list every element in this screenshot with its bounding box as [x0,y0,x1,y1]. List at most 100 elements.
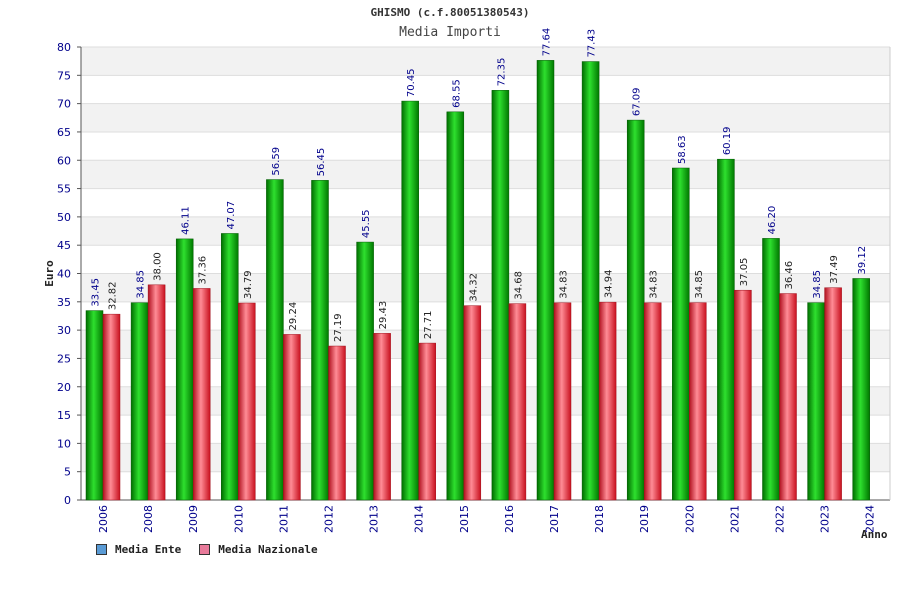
bar [717,158,735,501]
bar [672,167,690,501]
bar [238,302,256,501]
bar [401,100,419,501]
bar-value-label: 34.32 [468,273,479,302]
background-band [81,245,890,274]
y-tick-label: 80 [57,41,71,54]
x-tick-label: 2006 [97,505,110,533]
bar [85,310,104,501]
y-tick-label: 75 [57,69,71,82]
bar [102,313,121,501]
legend-swatch-media-nazionale [199,544,211,555]
bar [463,305,482,501]
bar [192,288,211,501]
bar-value-label: 77.64 [542,28,553,57]
y-axis-label: Euro [43,260,56,287]
y-tick-label: 15 [57,409,71,422]
y-tick-label: 40 [57,268,71,281]
bar [852,278,870,501]
bar [779,293,797,501]
background-band [81,216,890,246]
bar [130,302,149,501]
x-tick-label: 2023 [819,505,832,533]
bar [491,90,510,501]
x-tick-label: 2010 [232,505,245,533]
y-tick-label: 0 [64,494,71,507]
bar [356,241,374,501]
background-band [81,47,890,76]
bar-value-label: 27.19 [333,313,344,342]
bar [311,180,329,501]
background-band [81,330,890,359]
bar-value-label: 34.85 [812,270,823,299]
bar-value-label: 77.43 [587,29,598,58]
background-band [81,386,890,416]
bar [373,333,391,501]
legend-label-media-nazionale: Media Nazionale [218,543,318,556]
background-band [81,273,890,302]
bar [221,233,239,501]
x-tick-label: 2021 [728,505,741,533]
x-tick-label: 2012 [323,505,336,533]
x-tick-label: 2020 [683,505,696,533]
bar-value-label: 70.45 [406,68,417,97]
bar-value-label: 56.59 [271,147,282,176]
x-tick-label: 2018 [593,505,606,533]
y-tick-label: 5 [64,466,71,479]
bar-value-label: 68.55 [451,79,462,108]
bar [824,287,842,501]
bar-value-label: 38.00 [153,252,164,281]
bar [283,334,301,501]
bar-value-label: 72.35 [496,58,507,87]
bar [643,302,662,501]
bar [175,238,194,501]
bar-value-label: 60.19 [722,127,733,156]
bar [266,179,284,501]
bar-value-label: 34.94 [604,270,615,299]
bar [147,284,166,501]
legend-item-media-nazionale: Media Nazionale [199,543,318,556]
bar [689,302,707,501]
background-band [81,75,890,104]
bar [553,302,572,501]
legend-item-media-ente: Media Ente [96,543,181,556]
bar-value-label: 34.68 [513,271,524,300]
bar [626,119,645,501]
bar [807,302,825,501]
chart-title: GHISMO (c.f.80051380543) [370,6,530,19]
bar-value-label: 34.79 [243,270,254,299]
x-tick-label: 2011 [277,505,290,533]
bar-value-label: 37.05 [739,258,750,287]
bar [734,289,752,501]
y-tick-label: 60 [57,154,71,167]
bar [508,303,527,501]
background-band [81,443,890,472]
bar-value-label: 34.83 [559,270,570,299]
background-band [81,415,890,444]
y-tick-label: 65 [57,126,71,139]
x-tick-label: 2014 [413,505,426,533]
bar-value-label: 34.85 [136,270,147,299]
bar [581,61,600,501]
bar-value-label: 36.46 [784,261,795,290]
bar [762,238,780,501]
background-band [81,103,890,132]
legend: Media Ente Media Nazionale [96,543,336,556]
y-tick-label: 55 [57,183,71,196]
x-axis-label: Anno [861,528,888,541]
bar-value-label: 47.07 [226,201,237,230]
background-band [81,358,890,387]
bar-value-label: 67.09 [632,87,643,116]
bar [446,111,465,501]
bar-value-label: 58.63 [677,135,688,164]
bar-value-label: 34.83 [649,270,660,299]
y-tick-label: 50 [57,211,71,224]
x-tick-label: 2016 [503,505,516,533]
x-tick-label: 2024 [864,505,877,533]
bar-value-label: 34.85 [694,270,705,299]
bar-value-label: 45.55 [361,209,372,238]
x-tick-label: 2019 [638,505,651,533]
x-tick-label: 2015 [458,505,471,533]
background-band [81,131,890,161]
